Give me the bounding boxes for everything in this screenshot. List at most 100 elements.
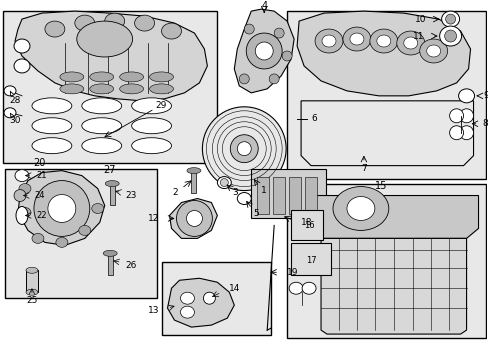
Ellipse shape	[459, 126, 472, 140]
Ellipse shape	[15, 170, 29, 181]
Ellipse shape	[255, 42, 273, 60]
Ellipse shape	[342, 27, 370, 51]
Polygon shape	[234, 9, 293, 93]
Ellipse shape	[92, 203, 103, 213]
Ellipse shape	[34, 181, 90, 237]
Ellipse shape	[131, 138, 171, 154]
Ellipse shape	[230, 135, 258, 163]
Ellipse shape	[244, 24, 254, 34]
Text: 27: 27	[103, 165, 116, 175]
Bar	[191, 171, 196, 193]
Ellipse shape	[217, 177, 231, 189]
Ellipse shape	[180, 292, 194, 304]
Ellipse shape	[274, 28, 284, 38]
Ellipse shape	[79, 225, 91, 235]
Ellipse shape	[444, 30, 456, 42]
Bar	[3, 11, 217, 163]
Ellipse shape	[120, 84, 143, 94]
Ellipse shape	[32, 138, 72, 154]
Ellipse shape	[322, 35, 335, 47]
Ellipse shape	[75, 15, 95, 31]
Text: 8: 8	[482, 119, 487, 128]
Bar	[290, 211, 323, 240]
Text: 6: 6	[310, 114, 316, 123]
Text: 10: 10	[414, 15, 426, 24]
Ellipse shape	[288, 282, 303, 294]
Ellipse shape	[239, 74, 249, 84]
Ellipse shape	[4, 86, 16, 96]
Ellipse shape	[282, 51, 291, 61]
Ellipse shape	[32, 98, 72, 114]
Ellipse shape	[203, 292, 215, 304]
Ellipse shape	[302, 282, 315, 294]
Ellipse shape	[32, 233, 44, 243]
Polygon shape	[18, 171, 104, 246]
Text: 11: 11	[412, 32, 424, 41]
Text: 12: 12	[148, 214, 159, 223]
Ellipse shape	[120, 72, 143, 82]
Text: 17: 17	[305, 256, 316, 265]
Polygon shape	[321, 238, 466, 334]
Ellipse shape	[332, 186, 388, 230]
Text: 26: 26	[125, 261, 137, 270]
Ellipse shape	[77, 21, 132, 57]
Ellipse shape	[369, 29, 397, 53]
Ellipse shape	[60, 84, 83, 94]
Text: 9: 9	[483, 91, 488, 100]
Ellipse shape	[396, 31, 424, 55]
Text: 22: 22	[36, 211, 46, 220]
Ellipse shape	[134, 15, 154, 31]
Text: 5: 5	[253, 209, 259, 218]
Ellipse shape	[4, 108, 16, 118]
Ellipse shape	[16, 207, 28, 224]
Ellipse shape	[459, 109, 472, 123]
Ellipse shape	[60, 72, 83, 82]
Bar	[251, 168, 325, 219]
Ellipse shape	[419, 39, 447, 63]
Text: 18: 18	[301, 218, 312, 227]
Text: 24: 24	[34, 191, 44, 200]
Ellipse shape	[131, 98, 171, 114]
Polygon shape	[308, 195, 478, 238]
Ellipse shape	[26, 267, 38, 273]
Text: 28: 28	[9, 91, 20, 105]
Ellipse shape	[458, 89, 473, 103]
Ellipse shape	[56, 237, 68, 247]
Ellipse shape	[149, 72, 173, 82]
Polygon shape	[167, 278, 234, 327]
Bar	[257, 177, 269, 215]
Ellipse shape	[26, 289, 38, 295]
Bar	[273, 177, 285, 215]
Ellipse shape	[349, 33, 363, 45]
Ellipse shape	[441, 11, 459, 27]
Ellipse shape	[246, 33, 282, 69]
Text: 14: 14	[229, 284, 240, 293]
Ellipse shape	[45, 21, 65, 37]
Ellipse shape	[81, 138, 122, 154]
Text: 13: 13	[148, 306, 159, 315]
Ellipse shape	[81, 118, 122, 134]
Text: 7: 7	[360, 164, 366, 173]
Ellipse shape	[376, 35, 390, 47]
Ellipse shape	[149, 84, 173, 94]
Ellipse shape	[269, 74, 279, 84]
Ellipse shape	[439, 26, 461, 46]
Text: 19: 19	[286, 268, 298, 277]
Text: 4: 4	[261, 1, 267, 11]
Text: 30: 30	[9, 113, 20, 125]
Bar	[5, 168, 156, 298]
Ellipse shape	[14, 39, 30, 53]
Ellipse shape	[403, 37, 417, 49]
Ellipse shape	[448, 109, 463, 123]
Ellipse shape	[346, 197, 374, 220]
Ellipse shape	[32, 118, 72, 134]
Text: 23: 23	[125, 191, 137, 200]
Bar	[26, 270, 38, 292]
Ellipse shape	[90, 72, 114, 82]
Ellipse shape	[161, 23, 181, 39]
Text: 25: 25	[26, 296, 38, 305]
Ellipse shape	[103, 250, 117, 256]
Bar	[107, 253, 112, 275]
Ellipse shape	[81, 98, 122, 114]
Ellipse shape	[314, 29, 342, 53]
